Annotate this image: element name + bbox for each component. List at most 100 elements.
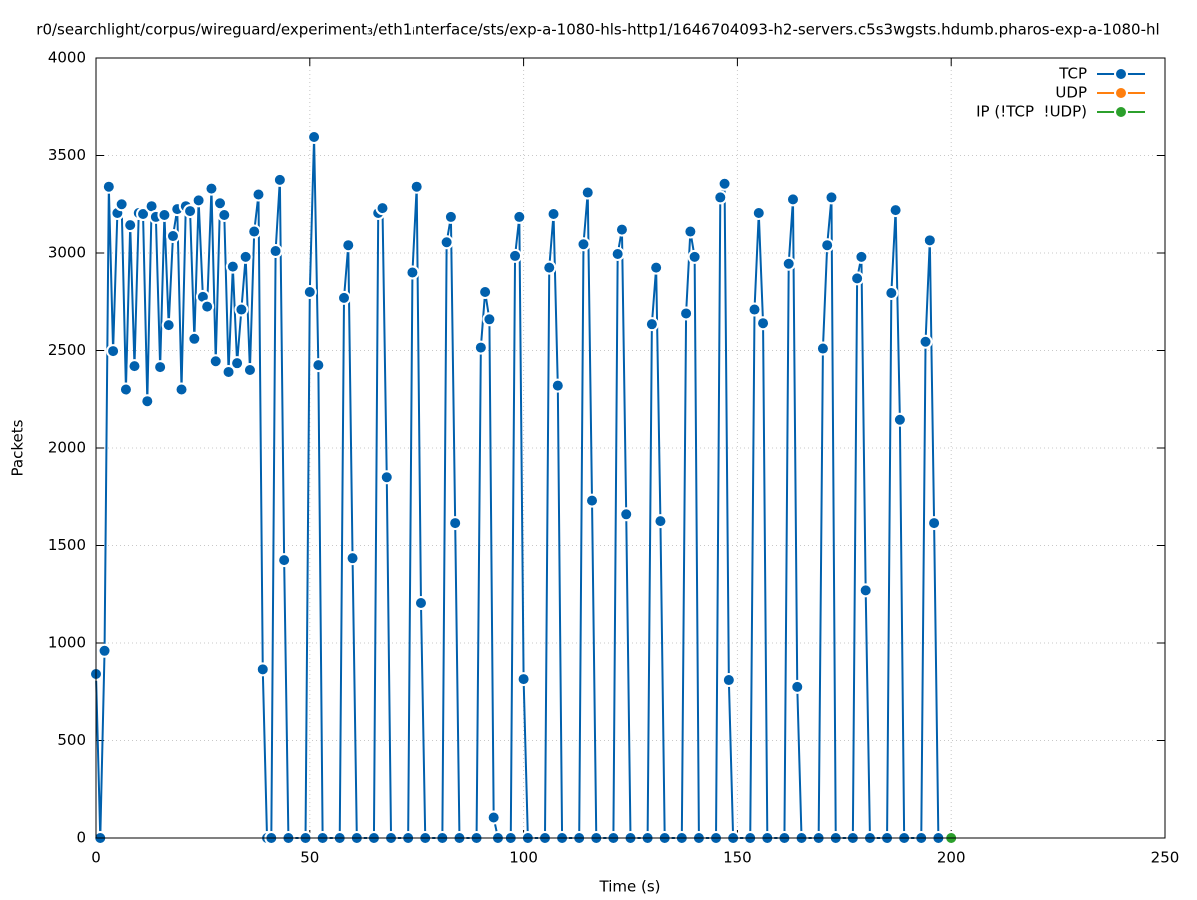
data-point	[225, 259, 240, 274]
data-point	[405, 265, 420, 280]
data-point	[272, 172, 287, 187]
data-point	[614, 222, 629, 237]
data-point	[97, 643, 112, 658]
data-point	[580, 185, 595, 200]
data-point	[884, 285, 899, 300]
data-point	[478, 285, 493, 299]
data-point	[781, 256, 796, 271]
data-point	[918, 334, 933, 349]
data-point	[512, 209, 527, 224]
data-point	[644, 317, 659, 332]
data-point	[850, 271, 865, 286]
data-point	[242, 363, 257, 377]
chart-title: r0/searchlight/corpus/wireguard/experime…	[36, 21, 1159, 39]
data-point	[213, 196, 228, 211]
legend-marker	[1114, 86, 1128, 100]
x-tick-label: 250	[1151, 849, 1180, 867]
data-point	[191, 193, 206, 208]
data-point	[785, 192, 800, 207]
data-point	[174, 382, 189, 397]
data-point	[238, 249, 253, 264]
data-point	[208, 354, 223, 369]
data-point	[508, 248, 523, 263]
data-point	[337, 290, 352, 305]
data-point	[157, 207, 172, 222]
data-point	[576, 237, 591, 252]
x-tick-label: 0	[91, 849, 101, 867]
data-point	[183, 204, 198, 219]
data-point	[717, 176, 732, 191]
data-point	[268, 244, 283, 259]
data-point	[922, 233, 937, 248]
data-point	[858, 583, 873, 598]
data-point	[927, 516, 942, 531]
data-point	[756, 316, 771, 331]
data-point	[546, 207, 561, 221]
data-point	[140, 394, 155, 409]
data-point	[153, 360, 168, 375]
data-point	[204, 181, 219, 196]
data-point	[247, 224, 262, 239]
legend-label: IP (!TCP !UDP)	[976, 103, 1087, 121]
data-point	[473, 340, 488, 355]
data-point	[439, 235, 454, 250]
data-point	[200, 299, 215, 314]
data-point	[820, 238, 835, 253]
y-tick-label: 2500	[48, 341, 86, 359]
y-axis-label: Packets	[9, 419, 27, 476]
y-tick-label: 3000	[48, 244, 86, 262]
data-point	[790, 679, 805, 694]
data-point	[649, 260, 664, 275]
data-point	[123, 218, 138, 233]
data-point	[516, 672, 531, 687]
data-point	[217, 207, 232, 222]
data-point	[101, 179, 116, 194]
data-point	[255, 662, 270, 677]
data-point	[234, 302, 249, 317]
x-tick-label: 150	[723, 849, 752, 867]
data-point	[815, 341, 830, 356]
y-tick-label: 0	[76, 829, 86, 847]
data-point	[187, 331, 202, 346]
data-point	[311, 358, 326, 373]
data-point	[854, 249, 869, 264]
data-point	[747, 302, 762, 317]
data-point	[486, 810, 501, 825]
x-tick-label: 200	[937, 849, 966, 867]
data-point	[106, 344, 121, 359]
data-point	[443, 209, 458, 224]
data-point	[687, 249, 702, 264]
data-point	[379, 470, 394, 485]
x-axis-label: Time (s)	[599, 878, 661, 896]
data-point	[892, 412, 907, 427]
data-point	[550, 378, 565, 393]
data-point	[302, 285, 317, 299]
data-point	[127, 359, 142, 374]
data-point	[482, 312, 497, 327]
data-point	[619, 507, 634, 522]
data-point	[341, 238, 356, 253]
data-point	[751, 206, 766, 221]
data-point	[230, 356, 245, 371]
y-tick-label: 2000	[48, 439, 86, 457]
data-point	[161, 318, 176, 333]
data-point	[409, 179, 424, 194]
legend-label: UDP	[1055, 84, 1087, 102]
data-point	[653, 514, 668, 529]
x-tick-label: 50	[300, 849, 319, 867]
data-point	[345, 551, 360, 566]
y-tick-label: 1000	[48, 634, 86, 652]
data-point	[448, 516, 463, 531]
data-point	[679, 306, 694, 321]
y-tick-label: 3500	[48, 146, 86, 164]
data-point	[683, 224, 698, 239]
data-point	[118, 382, 133, 397]
data-point	[251, 187, 266, 202]
legend-marker	[1114, 67, 1128, 81]
legend-label: TCP	[1058, 65, 1087, 83]
legend-marker	[1114, 105, 1128, 119]
data-point	[713, 190, 728, 205]
plot-frame	[95, 57, 1166, 839]
data-point	[375, 201, 390, 216]
